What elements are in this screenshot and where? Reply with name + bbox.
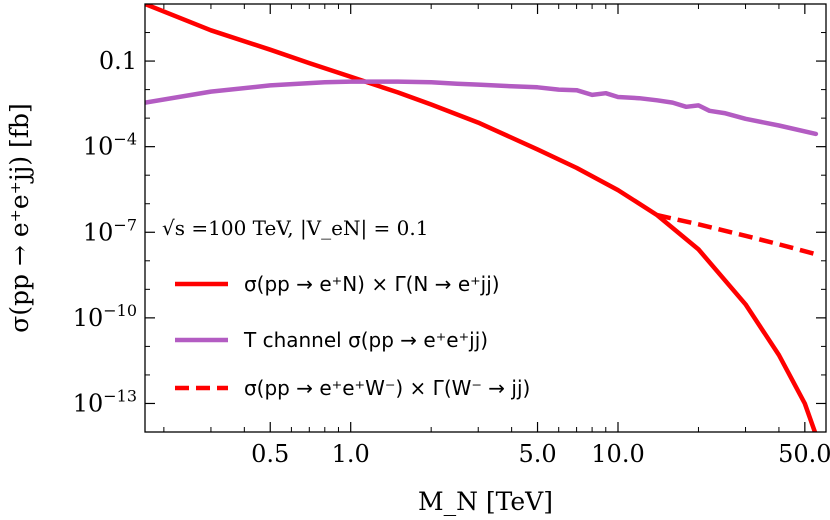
y-tick-label: 10−13 [73, 386, 137, 417]
axis-labels: 0.5 1.0 5.0 10.0 50.0 0.1 10−4 10−7 10−10 10−13 M_… [5, 47, 830, 516]
plot-frame [144, 3, 827, 433]
axis-ticks [145, 3, 827, 433]
x-tick-label: 1.0 [332, 440, 370, 468]
y-axis-label: σ(pp → e⁺e⁺jj) [fb] [5, 103, 34, 333]
y-tick-label: 0.1 [99, 47, 137, 75]
annotation-text: √s =100 TeV, |V_eN| = 0.1 [162, 216, 428, 241]
y-tick-label: 10−7 [83, 215, 137, 246]
x-axis-label: M_N [TeV] [418, 487, 553, 516]
legend: √s =100 TeV, |V_eN| = 0.1 σ(pp → e⁺N) × Γ… [162, 216, 530, 400]
series-line-1 [145, 79, 819, 137]
x-tick-label: 10.0 [591, 440, 644, 468]
y-tick-label: 10−4 [83, 130, 137, 161]
x-tick-label: 5.0 [518, 440, 556, 468]
series-line-0 [145, 4, 818, 432]
legend-label-2: σ(pp → e⁺e⁺W⁻) × Γ(W⁻ → jj) [244, 376, 530, 400]
legend-label-0: σ(pp → e⁺N) × Γ(N → e⁺jj) [244, 272, 500, 296]
series-lines [145, 4, 819, 432]
x-tick-label: 50.0 [778, 440, 830, 468]
series-line-2 [656, 212, 817, 257]
legend-label-1: T channel σ(pp → e⁺e⁺jj) [243, 328, 488, 352]
y-tick-label: 10−10 [73, 301, 137, 332]
x-tick-label: 0.5 [251, 440, 289, 468]
